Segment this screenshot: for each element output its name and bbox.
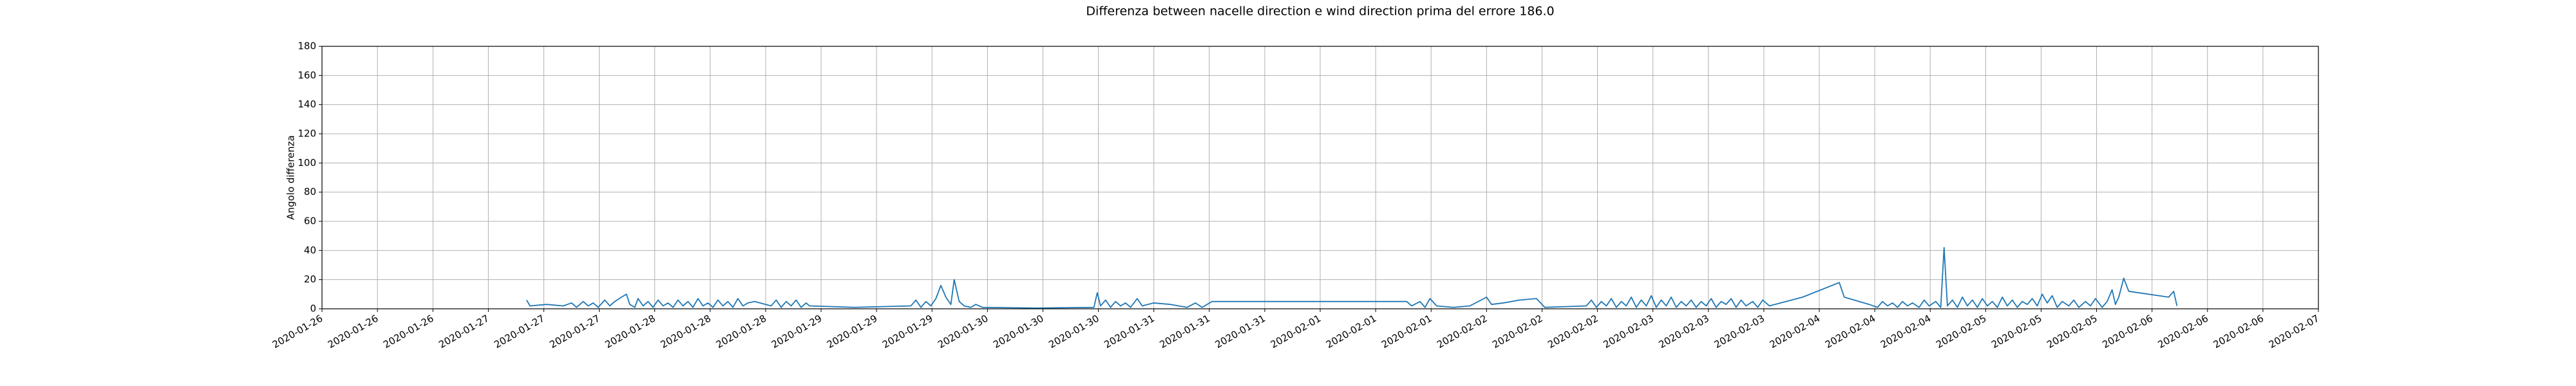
y-tick-label: 60 (304, 216, 316, 227)
x-tick-label: 2020-01-31 (1213, 313, 1268, 351)
x-tick-label: 2020-01-28 (603, 313, 658, 351)
x-tick-label: 2020-02-05 (2045, 313, 2099, 351)
y-tick-label: 180 (298, 41, 316, 52)
x-tick-label: 2020-02-06 (2156, 313, 2211, 351)
y-tick-label: 80 (304, 186, 316, 198)
x-tick-label: 2020-02-04 (1879, 313, 1933, 351)
x-tick-label: 2020-02-04 (1823, 313, 1878, 351)
x-tick-label: 2020-01-27 (492, 313, 547, 351)
y-tick-label: 20 (304, 273, 316, 285)
x-tick-label: 2020-02-03 (1601, 313, 1656, 351)
x-tick-label: 2020-01-26 (381, 313, 436, 351)
x-tick-label: 2020-01-27 (437, 313, 491, 351)
y-tick-label: 40 (304, 244, 316, 256)
x-tick-label: 2020-02-07 (2267, 313, 2322, 351)
x-tick-label: 2020-01-28 (714, 313, 769, 351)
y-tick-label: 140 (298, 98, 316, 110)
x-tick-label: 2020-01-30 (936, 313, 990, 351)
x-tick-label: 2020-01-27 (547, 313, 602, 351)
x-tick-label: 2020-02-05 (1989, 313, 2044, 351)
y-tick-label: 0 (310, 303, 316, 315)
x-tick-label: 2020-01-31 (1158, 313, 1213, 351)
plot-frame (321, 46, 2319, 309)
x-tick-label: 2020-02-04 (1768, 313, 1823, 351)
x-tick-label: 2020-02-01 (1269, 313, 1323, 351)
x-tick-label: 2020-01-26 (270, 313, 325, 351)
x-tick-label: 2020-02-03 (1657, 313, 1712, 351)
x-tick-label: 2020-01-28 (659, 313, 714, 351)
y-tick-label: 100 (298, 157, 316, 169)
x-tick-label: 2020-02-05 (1934, 313, 1989, 351)
x-tick-label: 2020-02-01 (1324, 313, 1379, 351)
y-tick-label: 120 (298, 128, 316, 140)
x-tick-label: 2020-01-31 (1102, 313, 1157, 351)
x-tick-label: 2020-02-06 (2211, 313, 2266, 351)
y-tick-label: 160 (298, 69, 316, 81)
data-line (526, 246, 2178, 309)
x-tick-label: 2020-01-30 (991, 313, 1046, 351)
x-tick-label: 2020-01-29 (825, 313, 880, 351)
x-tick-label: 2020-02-02 (1435, 313, 1490, 351)
chart-title: Differenza between nacelle direction e w… (1086, 5, 1554, 19)
x-tick-label: 2020-02-06 (2100, 313, 2155, 351)
x-tick-label: 2020-02-02 (1546, 313, 1600, 351)
x-tick-label: 2020-01-29 (770, 313, 824, 351)
x-tick-label: 2020-01-30 (1046, 313, 1101, 351)
x-tick-label: 2020-01-26 (326, 313, 381, 351)
x-tick-label: 2020-02-02 (1490, 313, 1545, 351)
x-tick-label: 2020-02-01 (1379, 313, 1434, 351)
x-tick-label: 2020-02-03 (1712, 313, 1767, 351)
y-axis-label: Angolo differenza (285, 135, 297, 219)
x-tick-label: 2020-01-29 (880, 313, 935, 351)
